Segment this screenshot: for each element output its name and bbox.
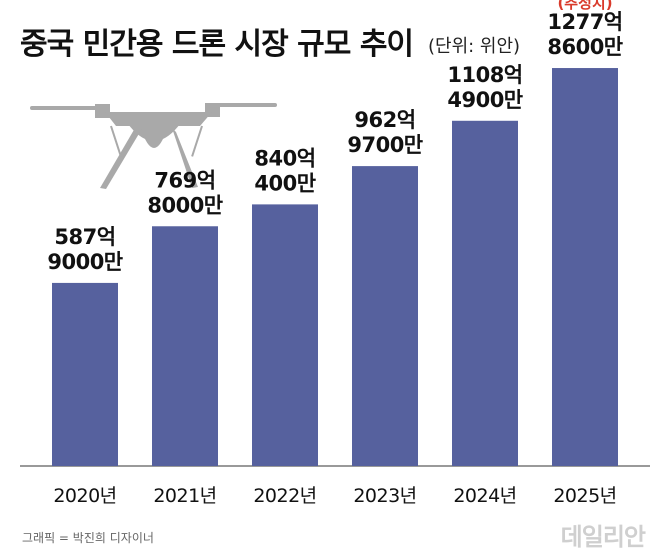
estimate-note: (추정치) <box>557 0 612 12</box>
x-tick-label-1: 2021년 <box>153 485 216 507</box>
brand-logo: 데일리안 <box>561 523 646 551</box>
x-axis-labels: 2020년 2021년 2022년 2023년 2024년 2025년 <box>53 485 617 507</box>
value-label-4-line-1: 4900만 <box>447 88 522 112</box>
bar-1 <box>152 226 218 466</box>
x-tick-label-0: 2020년 <box>53 485 116 507</box>
value-label-5-line-1: 8600만 <box>547 35 622 59</box>
value-label-0-line-1: 9000만 <box>47 250 122 274</box>
x-tick-label-5: 2025년 <box>553 485 616 507</box>
x-tick-label-4: 2024년 <box>453 485 516 507</box>
value-label-2-line-1: 400만 <box>254 171 315 195</box>
bar-0 <box>52 282 118 466</box>
value-label-1-line-0: 769억 <box>154 168 215 192</box>
drone-icon <box>30 103 277 189</box>
value-label-3-line-1: 9700만 <box>347 133 422 157</box>
bar-4 <box>452 120 518 466</box>
unit-label: (단위: 위안) <box>428 36 520 57</box>
value-label-4-line-0: 1108억 <box>447 63 522 87</box>
value-label-3-line-0: 962억 <box>354 108 415 132</box>
x-tick-label-3: 2023년 <box>353 485 416 507</box>
bars <box>52 68 618 466</box>
value-label-0-line-0: 587억 <box>54 225 115 249</box>
value-label-2-line-0: 840억 <box>254 146 315 170</box>
x-tick-label-2: 2022년 <box>253 485 316 507</box>
value-label-1-line-1: 8000만 <box>147 193 222 217</box>
bar-5 <box>552 68 618 466</box>
credit-text: 그래픽 = 박진희 디자이너 <box>22 531 154 545</box>
value-label-5-line-0: 1277억 <box>547 10 622 34</box>
bar-3 <box>352 166 418 466</box>
chart-title: 중국 민간용 드론 시장 규모 추이 <box>20 27 413 62</box>
bar-2 <box>252 204 318 466</box>
